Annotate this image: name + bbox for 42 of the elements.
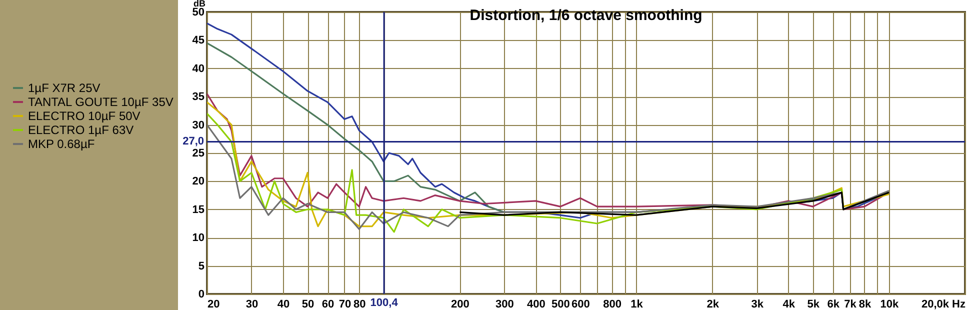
x-tick-label: 2k xyxy=(706,298,720,310)
y-tick-label: 30 xyxy=(192,119,204,132)
x-tick-label: 800 xyxy=(603,298,622,310)
x-tick-label: 70 xyxy=(338,298,352,310)
x-tick-label: 3k xyxy=(751,298,764,310)
x-tick-label: 30 xyxy=(246,298,258,310)
y-tick-label: 35 xyxy=(192,91,204,104)
x-tick-label: 50 xyxy=(302,298,314,310)
x-tick-label: 20,0k Hz xyxy=(921,298,966,310)
x-tick-label: 400 xyxy=(527,298,546,310)
x-tick-label: 5k xyxy=(807,298,820,310)
y-tick-label: 50 xyxy=(192,6,204,18)
y-tick-label: 15 xyxy=(192,204,204,216)
x-tick-label: 300 xyxy=(495,298,514,310)
x-tick-label: 500 xyxy=(552,298,570,310)
ref-line-label: 100,4 xyxy=(370,297,399,309)
y-tick-label: 10 xyxy=(192,232,204,244)
x-tick-label: 80 xyxy=(353,298,366,310)
legend-label: ELECTRO 1µF 63V xyxy=(28,123,134,137)
y-tick-label: 0 xyxy=(198,288,204,300)
x-tick-label: 8k xyxy=(858,298,872,310)
x-tick-label: 20 xyxy=(208,298,220,310)
legend-label: MKP 0.68µF xyxy=(28,137,95,151)
y-tick-label: 45 xyxy=(192,34,204,47)
legend-label: 1µF X7R 25V xyxy=(28,81,100,95)
x-tick-label: 10k xyxy=(880,298,900,310)
y-tick-label: 20 xyxy=(192,176,204,188)
y-tick-label: 40 xyxy=(192,62,204,75)
ref-line-label: 27,0 xyxy=(182,136,204,148)
x-tick-label: 4k xyxy=(782,298,796,310)
x-tick-label: 200 xyxy=(450,298,470,310)
legend-label: ELECTRO 10µF 50V xyxy=(28,109,140,123)
x-tick-label: 60 xyxy=(322,298,334,310)
x-tick-label: 600 xyxy=(572,298,590,310)
x-tick-label: 40 xyxy=(277,298,290,310)
x-tick-label: 1k xyxy=(630,298,644,310)
legend-label: TANTAL GOUTE 10µF 35V xyxy=(28,95,174,109)
y-tick-label: 25 xyxy=(192,148,204,160)
x-tick-label: 7k xyxy=(844,298,858,310)
x-tick-label: 6k xyxy=(827,298,840,310)
y-axis-title: dB xyxy=(194,0,206,8)
y-tick-label: 5 xyxy=(198,260,204,272)
